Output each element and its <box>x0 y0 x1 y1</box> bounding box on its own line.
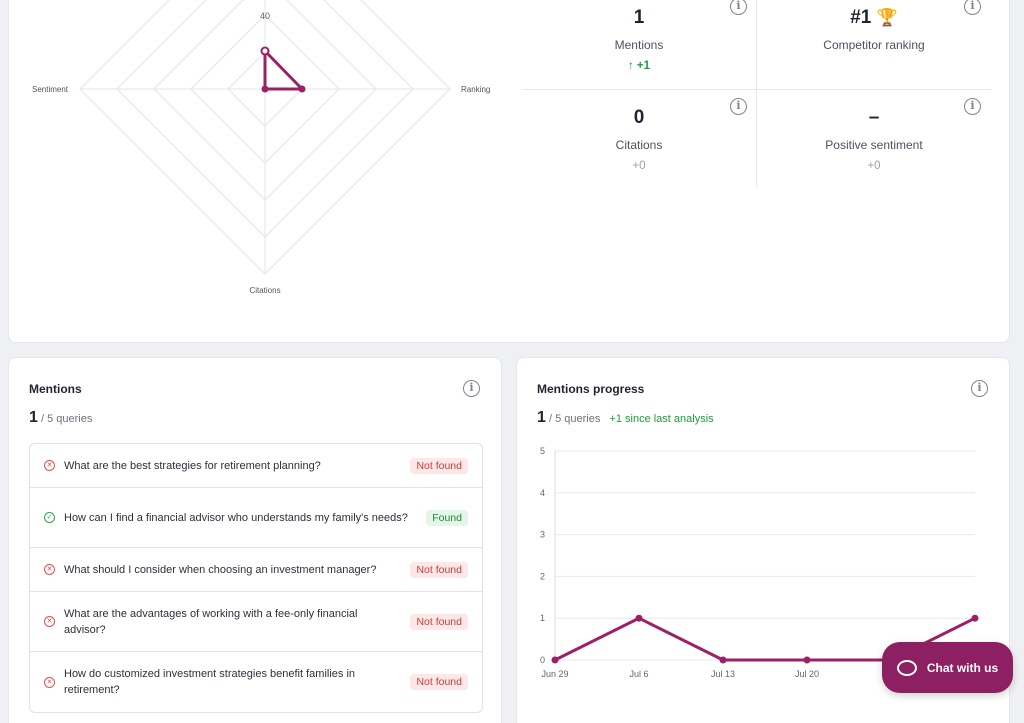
not-found-icon: ✕ <box>44 564 55 575</box>
stat-change: ↑ +1 <box>627 60 651 72</box>
chat-bubble-icon <box>896 659 917 676</box>
trophy-icon: 🏆 <box>876 8 898 27</box>
status-badge: Not found <box>410 613 468 630</box>
query-text: How can I find a financial advisor who u… <box>64 511 408 524</box>
status-badge: Not found <box>410 457 468 474</box>
query-row[interactable]: ✕ What are the best strategies for retir… <box>30 444 482 488</box>
x-tick-label: Jun 29 <box>541 669 568 678</box>
status-badge: Not found <box>410 674 468 690</box>
data-point <box>719 656 727 664</box>
radar-label-left: Sentiment <box>32 85 69 94</box>
stat-label: Competitor ranking <box>823 38 925 52</box>
info-icon[interactable]: i <box>964 0 981 15</box>
not-found-icon: ✕ <box>44 676 55 688</box>
query-list: ✕ What are the best strategies for retir… <box>29 443 483 713</box>
stat-value: #1 <box>850 7 872 28</box>
status-badge: Found <box>426 509 468 526</box>
count-value: 1 <box>29 409 38 426</box>
x-tick-label: Jul 20 <box>795 669 819 678</box>
query-text: What should I consider when choosing an … <box>64 563 377 576</box>
card-title: Mentions <box>29 382 82 396</box>
info-icon[interactable]: i <box>463 380 480 397</box>
radar-point <box>298 85 306 93</box>
radar-point <box>261 85 269 93</box>
y-tick-label: 4 <box>540 488 545 498</box>
stat-value: – <box>868 107 880 128</box>
stat-mentions: 1 Mentions ↑ +1 <box>522 6 756 72</box>
stat-positive-sentiment: – Positive sentiment +0 <box>757 106 991 172</box>
stat-label: Positive sentiment <box>825 138 923 152</box>
card-title: Mentions progress <box>537 382 645 396</box>
not-found-icon: ✕ <box>44 616 55 627</box>
query-row[interactable]: ✕ What should I consider when choosing a… <box>30 548 482 592</box>
radar-data-polygon <box>263 49 304 91</box>
stat-value: 1 <box>633 7 645 28</box>
not-found-icon: ✕ <box>44 460 55 471</box>
radar-label-bottom: Citations <box>249 286 280 295</box>
count-value: 1 <box>537 409 546 426</box>
y-tick-label: 0 <box>540 655 545 665</box>
chat-label: Chat with us <box>926 660 999 675</box>
info-icon[interactable]: i <box>730 98 747 115</box>
count-total: / 5 queries <box>40 413 93 425</box>
count-delta: +1 since last analysis <box>609 413 714 425</box>
radar-label-top: 40 <box>260 11 270 21</box>
progress-count: 1 / 5 queries +1 since last analysis <box>537 409 714 427</box>
status-badge: Not found <box>410 561 468 578</box>
data-point <box>971 614 979 622</box>
query-row[interactable]: ✓ How can I find a financial advisor who… <box>30 488 482 548</box>
radar-label-right: Ranking <box>461 85 490 94</box>
stat-change: +0 <box>867 160 881 172</box>
radar-point <box>260 46 270 56</box>
stat-change: +0 <box>632 160 646 172</box>
data-point <box>635 614 643 622</box>
query-text: What are the best strategies for retirem… <box>64 459 321 472</box>
radar-grid <box>79 0 451 275</box>
mentions-card: Mentions i 1 / 5 queries ✕ What are the … <box>8 357 502 723</box>
info-icon[interactable]: i <box>730 0 747 15</box>
x-tick-label: Jul 13 <box>711 669 735 678</box>
query-row[interactable]: ✕ How do customized investment strategie… <box>30 652 482 712</box>
y-tick-label: 3 <box>540 530 545 540</box>
count-total: / 5 queries <box>548 413 601 425</box>
chat-button[interactable]: Chat with us <box>882 642 1013 693</box>
query-text: How do customized investment strategies … <box>64 668 356 696</box>
stat-citations: 0 Citations +0 <box>522 106 756 172</box>
x-tick-label: Jul 6 <box>629 669 648 678</box>
stat-competitor-ranking: #1 🏆 Competitor ranking <box>757 6 991 52</box>
query-text: What are the advantages of working with … <box>64 607 358 636</box>
info-icon[interactable]: i <box>964 98 981 115</box>
mentions-count: 1 / 5 queries <box>29 409 92 427</box>
y-tick-label: 2 <box>540 571 545 581</box>
info-icon[interactable]: i <box>971 380 988 397</box>
overview-card: 40 Sentiment Ranking Citations 1 Mention… <box>8 0 1010 343</box>
data-point <box>551 656 559 664</box>
found-icon: ✓ <box>44 512 55 523</box>
stat-value: 0 <box>633 107 645 128</box>
radar-chart: 40 Sentiment Ranking Citations <box>32 0 490 295</box>
y-tick-label: 5 <box>540 446 545 456</box>
query-row[interactable]: ✕ What are the advantages of working wit… <box>30 592 482 652</box>
data-point <box>803 656 811 664</box>
stat-label: Mentions <box>614 38 664 52</box>
y-tick-label: 1 <box>540 613 545 623</box>
stat-label: Citations <box>615 138 663 152</box>
